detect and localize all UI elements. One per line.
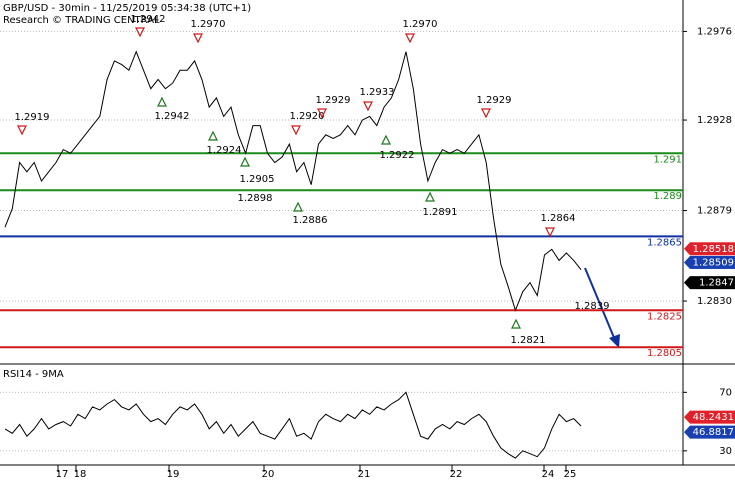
swing-label: 1.2898	[238, 193, 273, 204]
high-marker	[291, 125, 301, 136]
series-line	[4, 391, 582, 459]
high-marker	[405, 33, 415, 44]
low-marker	[240, 156, 250, 167]
y-tick-label: 1.2928	[697, 115, 732, 126]
low-marker	[381, 134, 391, 145]
high-marker	[17, 125, 27, 136]
series-line	[4, 50, 582, 312]
x-tick-label: 24	[542, 469, 555, 480]
price-tag-pointer	[684, 276, 690, 290]
swing-label: 1.2919	[15, 112, 50, 123]
price-tag	[690, 410, 735, 424]
price-tag-pointer	[684, 410, 690, 424]
price-tag-label: 1.2847	[699, 278, 734, 289]
low-marker	[208, 130, 218, 141]
swing-label: 1.2839	[575, 301, 610, 312]
arrow-line	[584, 267, 616, 341]
price-tag-label: 1.28518	[693, 244, 734, 255]
price-tag-pointer	[684, 255, 690, 269]
low-marker	[293, 201, 303, 212]
level-label: 1.2805	[647, 348, 682, 359]
x-tick-label: 18	[74, 469, 87, 480]
y-tick-label: 70	[719, 387, 732, 398]
high-marker	[363, 101, 373, 112]
swing-label: 1.2970	[191, 19, 226, 30]
swing-label: 1.2929	[316, 95, 351, 106]
arrow-head	[609, 334, 620, 348]
price-tag-label: 48.2431	[693, 412, 734, 423]
chart-subtitle: Research © TRADING CENTRAL	[3, 15, 160, 26]
low-marker	[157, 96, 167, 107]
swing-label: 1.2864	[541, 213, 576, 224]
level-label: 1.2825	[647, 311, 682, 322]
swing-label: 1.2891	[423, 207, 458, 218]
high-marker	[545, 227, 555, 238]
high-marker	[193, 33, 203, 44]
price-tag-label: 1.28509	[693, 257, 734, 268]
x-tick-label: 19	[167, 469, 180, 480]
swing-label: 1.2922	[380, 150, 415, 161]
y-tick-label: 30	[719, 446, 732, 457]
level-label: 1.289	[653, 191, 682, 202]
swing-label: 1.2942	[155, 111, 190, 122]
rsi-title: RSI14 - 9MA	[3, 369, 64, 380]
swing-label: 1.2929	[477, 95, 512, 106]
forecast-arrow	[584, 267, 620, 348]
y-tick-label: 1.2879	[697, 206, 732, 217]
swing-label: 1.2920	[290, 111, 325, 122]
price-tag	[690, 255, 735, 269]
high-marker	[317, 108, 327, 119]
high-marker	[481, 108, 491, 119]
swing-label: 1.2821	[511, 335, 546, 346]
x-tick-label: 17	[56, 469, 69, 480]
price-tag-pointer	[684, 242, 690, 256]
y-tick-label: 1.2976	[697, 26, 732, 37]
swing-label: 1.2933	[360, 87, 395, 98]
swing-label: 1.2905	[240, 174, 275, 185]
x-tick-label: 20	[262, 469, 275, 480]
swing-label: 1.2886	[293, 215, 328, 226]
x-tick-label: 22	[450, 469, 463, 480]
swing-label: 1.2942	[131, 14, 166, 25]
high-marker	[135, 27, 145, 38]
x-tick-label: 25	[564, 469, 577, 480]
chart-title: GBP/USD - 30min - 11/25/2019 05:34:38 (U…	[3, 3, 251, 14]
level-label: 1.2865	[647, 237, 682, 248]
price-tag	[690, 242, 735, 256]
x-tick-label: 21	[358, 469, 371, 480]
price-tag-label: 46.8817	[693, 427, 734, 438]
y-tick-label: 1.2830	[697, 296, 732, 307]
swing-label: 1.2970	[403, 19, 438, 30]
price-tag	[690, 276, 735, 290]
level-label: 1.291	[653, 154, 682, 165]
swing-label: 1.2924	[207, 145, 242, 156]
low-marker	[425, 191, 435, 202]
price-tag-pointer	[684, 425, 690, 439]
price-tag	[690, 425, 735, 439]
low-marker	[511, 318, 521, 329]
